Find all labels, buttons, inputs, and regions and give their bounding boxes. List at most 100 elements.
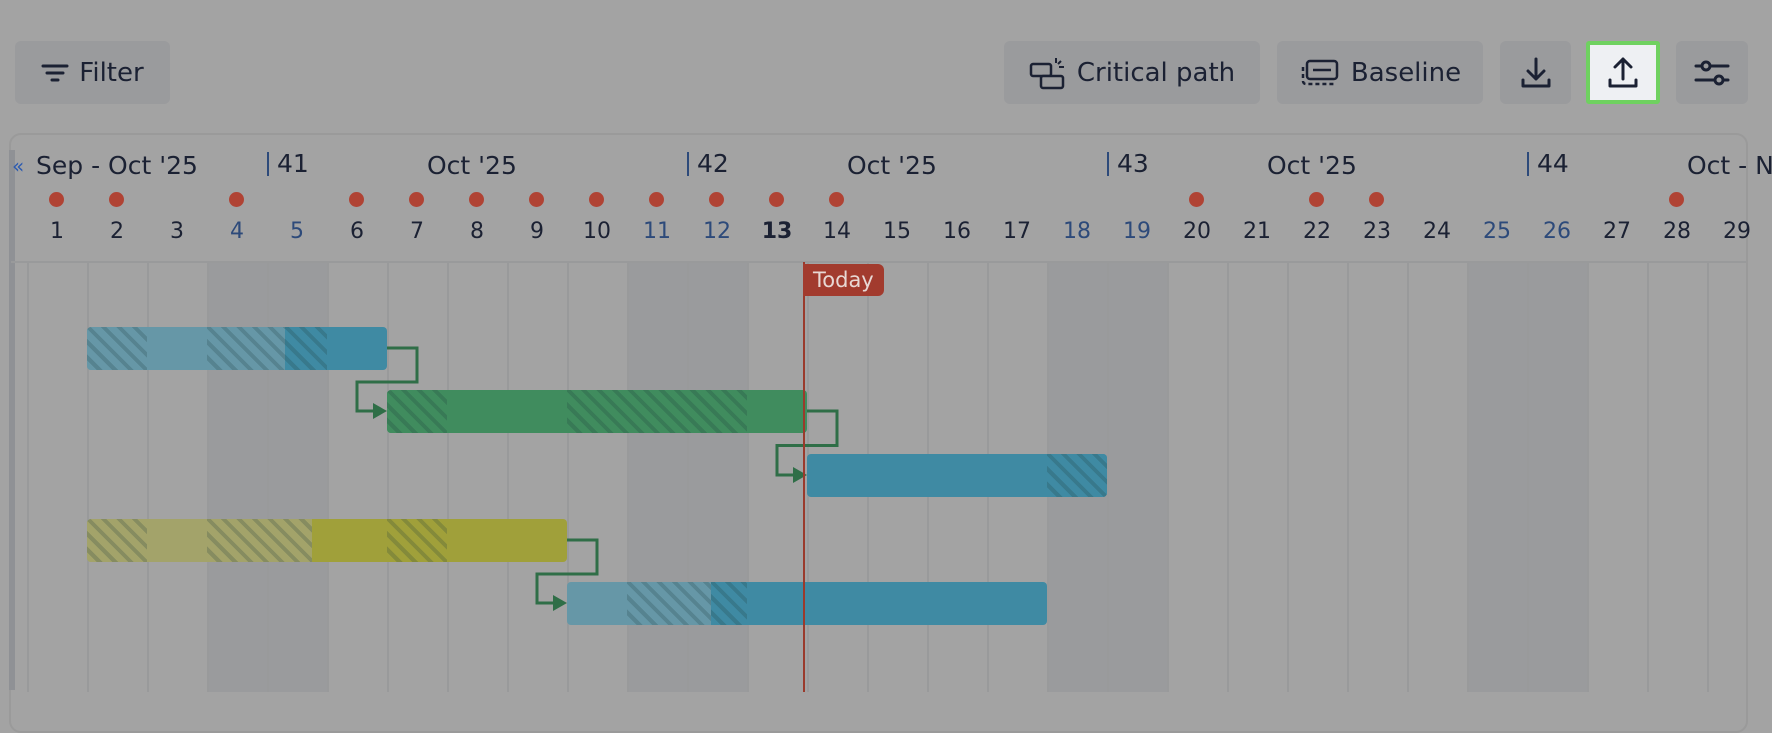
day-column	[1347, 262, 1407, 692]
event-marker[interactable]	[529, 192, 544, 207]
task-bar-segment	[807, 454, 1047, 497]
event-marker[interactable]	[109, 192, 124, 207]
day-number: 10	[583, 219, 611, 244]
day-number: 15	[883, 219, 911, 244]
week-label: 43	[1107, 151, 1149, 176]
task-bar-segment	[147, 327, 207, 370]
day-column	[1467, 262, 1527, 692]
day-column	[1587, 262, 1647, 692]
event-marker[interactable]	[409, 192, 424, 207]
event-marker[interactable]	[709, 192, 724, 207]
month-label: Sep - Oct '25	[36, 151, 198, 180]
baseline-button[interactable]: Baseline	[1277, 41, 1483, 104]
event-marker[interactable]	[49, 192, 64, 207]
event-marker[interactable]	[769, 192, 784, 207]
event-marker[interactable]	[589, 192, 604, 207]
event-marker[interactable]	[649, 192, 664, 207]
day-number: 16	[943, 219, 971, 244]
day-column	[147, 262, 207, 692]
day-number: 29	[1723, 219, 1751, 244]
task-bar-segment	[447, 519, 567, 562]
day-column	[567, 262, 627, 692]
filter-button[interactable]: Filter	[15, 41, 170, 104]
day-column	[627, 262, 687, 692]
day-number: 7	[410, 219, 424, 244]
header-divider	[11, 261, 1746, 263]
critical-path-button[interactable]: Critical path	[1004, 41, 1260, 104]
task-bar[interactable]	[87, 327, 387, 370]
day-number: 11	[643, 219, 671, 244]
event-marker[interactable]	[1369, 192, 1384, 207]
day-number: 6	[350, 219, 364, 244]
baseline-icon	[1301, 59, 1339, 85]
download-icon	[1521, 57, 1550, 87]
day-column	[507, 262, 567, 692]
day-number: 17	[1003, 219, 1031, 244]
day-column	[1527, 262, 1587, 692]
day-column	[1167, 262, 1227, 692]
day-column	[1407, 262, 1467, 692]
today-label: Today	[803, 264, 884, 296]
task-bar-segment	[711, 582, 747, 625]
day-column	[1647, 262, 1707, 692]
day-number: 12	[703, 219, 731, 244]
week-label: 42	[687, 151, 729, 176]
day-number: 20	[1183, 219, 1211, 244]
event-marker[interactable]	[829, 192, 844, 207]
filter-icon	[41, 64, 69, 81]
event-marker[interactable]	[1309, 192, 1324, 207]
day-number: 22	[1303, 219, 1331, 244]
day-column	[327, 262, 387, 692]
day-number: 24	[1423, 219, 1451, 244]
settings-button[interactable]	[1676, 41, 1748, 104]
today-line	[803, 262, 805, 692]
download-button[interactable]	[1500, 41, 1571, 104]
baseline-label: Baseline	[1350, 57, 1462, 88]
task-bar-segment	[207, 327, 285, 370]
upload-button[interactable]	[1586, 41, 1660, 104]
day-number: 14	[823, 219, 851, 244]
day-number: 5	[290, 219, 304, 244]
day-number: 1	[50, 219, 64, 244]
chart-left-edge	[9, 150, 15, 690]
day-number: 19	[1123, 219, 1151, 244]
day-number: 13	[761, 219, 793, 244]
scroll-left-icon[interactable]: «	[12, 154, 25, 178]
day-number: 4	[230, 219, 244, 244]
task-bar-segment	[1047, 454, 1107, 497]
event-marker[interactable]	[1669, 192, 1684, 207]
day-number: 8	[470, 219, 484, 244]
event-marker[interactable]	[469, 192, 484, 207]
task-bar[interactable]	[807, 454, 1107, 497]
day-number: 28	[1663, 219, 1691, 244]
day-column	[1227, 262, 1287, 692]
task-bar-segment	[567, 390, 747, 433]
task-bar-segment	[207, 519, 312, 562]
day-number: 18	[1063, 219, 1091, 244]
critical-path-icon	[1029, 57, 1065, 89]
month-label: Oct - No	[1687, 151, 1772, 180]
event-marker[interactable]	[349, 192, 364, 207]
task-bar[interactable]	[87, 519, 567, 562]
critical-path-label: Critical path	[1076, 57, 1236, 88]
event-marker[interactable]	[1189, 192, 1204, 207]
task-bar-segment	[747, 582, 1047, 625]
day-column	[87, 262, 147, 692]
day-column	[687, 262, 747, 692]
month-label: Oct '25	[427, 151, 517, 180]
task-bar-segment	[387, 519, 447, 562]
day-column	[447, 262, 507, 692]
day-number: 9	[530, 219, 544, 244]
upload-icon	[1608, 57, 1638, 87]
day-column	[387, 262, 447, 692]
task-bar-segment	[87, 327, 147, 370]
day-column	[1107, 262, 1167, 692]
day-number: 2	[110, 219, 124, 244]
sliders-icon	[1694, 60, 1730, 85]
month-label: Oct '25	[847, 151, 937, 180]
task-bar[interactable]	[387, 390, 807, 433]
event-marker[interactable]	[229, 192, 244, 207]
day-number: 21	[1243, 219, 1271, 244]
task-bar[interactable]	[567, 582, 1047, 625]
day-column	[1287, 262, 1347, 692]
